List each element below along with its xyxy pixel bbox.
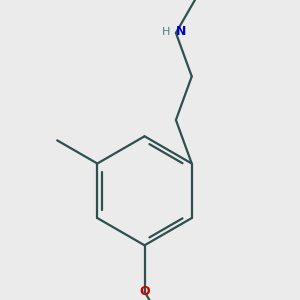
Text: H: H [162, 26, 171, 37]
Text: O: O [139, 285, 150, 298]
Text: N: N [176, 25, 186, 38]
